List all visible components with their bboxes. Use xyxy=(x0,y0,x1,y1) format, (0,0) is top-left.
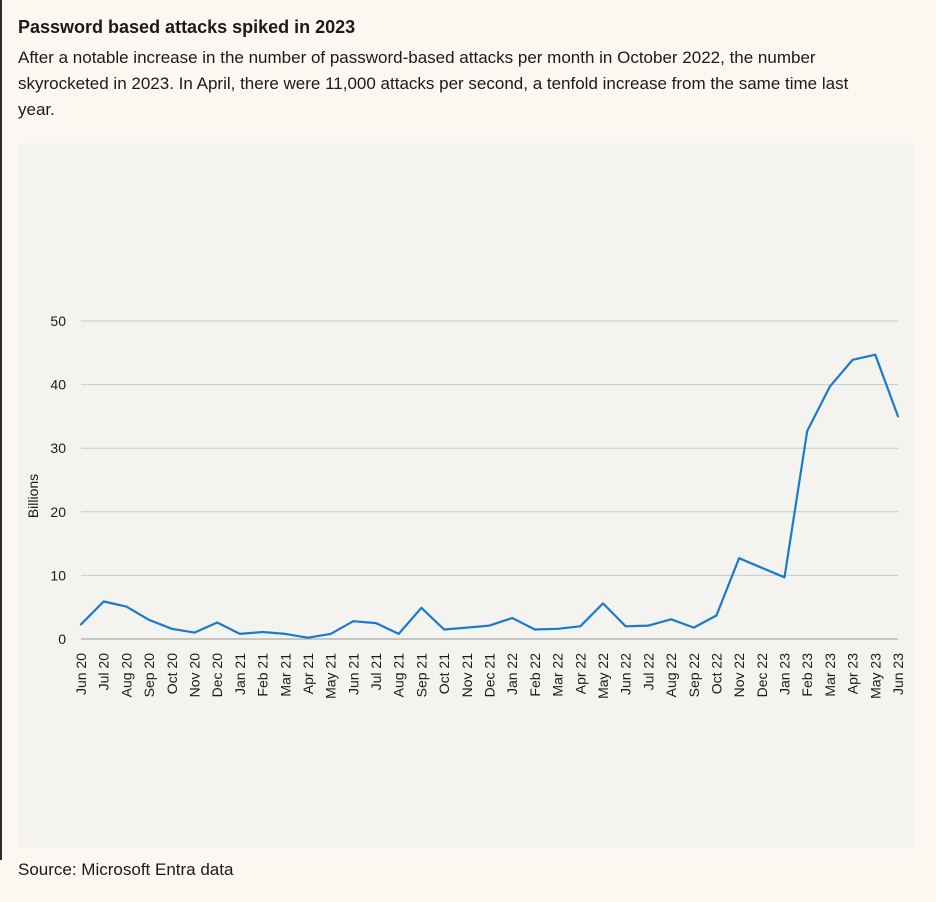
line-chart: 0 10 20 30 40 50 Jun 20 Jul 20 Aug 20 Sep 20 Oct … xyxy=(25,313,906,699)
x-tick-label: Oct 21 xyxy=(436,653,452,694)
y-tick-label: 40 xyxy=(50,377,66,393)
x-tick-label: Mar 22 xyxy=(550,653,566,697)
x-tick-label: Jul 22 xyxy=(640,653,656,691)
x-tick-label: Feb 22 xyxy=(527,653,543,697)
x-axis-ticks: Jun 20 Jul 20 Aug 20 Sep 20 Oct 20 Nov 20 Dec … xyxy=(73,653,906,699)
x-tick-label: Jun 23 xyxy=(890,653,906,695)
x-tick-label: Oct 20 xyxy=(164,653,180,694)
x-tick-label: Jul 20 xyxy=(96,653,112,691)
x-tick-label: Sep 21 xyxy=(413,653,429,698)
y-tick-label: 50 xyxy=(50,313,66,329)
x-tick-label: Jan 23 xyxy=(777,653,793,695)
x-tick-label: Feb 23 xyxy=(799,653,815,697)
x-tick-label: Nov 21 xyxy=(459,653,475,698)
series-line xyxy=(79,353,900,639)
x-tick-label: Nov 22 xyxy=(731,653,747,698)
x-tick-label: Mar 21 xyxy=(277,653,293,697)
x-tick-label: Apr 21 xyxy=(300,653,316,694)
x-tick-label: Aug 21 xyxy=(391,653,407,698)
gridlines xyxy=(81,320,898,640)
source-note: Source: Microsoft Entra data xyxy=(18,860,234,879)
chart-subtitle: After a notable increase in the number o… xyxy=(18,48,849,119)
x-tick-label: Oct 22 xyxy=(708,653,724,694)
x-tick-label: May 22 xyxy=(595,653,611,699)
x-tick-label: May 23 xyxy=(867,653,883,699)
series-layer xyxy=(79,353,900,639)
x-tick-label: Apr 23 xyxy=(845,653,861,694)
x-tick-label: Dec 22 xyxy=(754,653,770,698)
y-tick-label: 30 xyxy=(50,440,66,456)
x-tick-label: May 21 xyxy=(323,653,339,699)
x-tick-label: Aug 22 xyxy=(663,653,679,698)
x-tick-label: Jun 20 xyxy=(73,653,89,695)
left-border-rule xyxy=(0,0,2,860)
x-tick-label: Sep 20 xyxy=(141,653,157,698)
y-axis-title: Billions xyxy=(25,474,41,518)
x-tick-label: Mar 23 xyxy=(822,653,838,697)
x-tick-label: Feb 21 xyxy=(255,653,271,697)
x-tick-label: Dec 20 xyxy=(209,653,225,698)
y-tick-label: 20 xyxy=(50,504,66,520)
x-tick-label: Aug 20 xyxy=(118,653,134,698)
y-axis-ticks: 0 10 20 30 40 50 xyxy=(50,313,66,647)
y-tick-label: 10 xyxy=(50,567,66,583)
x-tick-label: Jan 22 xyxy=(504,653,520,695)
x-tick-label: Nov 20 xyxy=(186,653,202,698)
chart-panel: 0 10 20 30 40 50 Jun 20 Jul 20 Aug 20 Sep 20 Oct … xyxy=(18,143,914,847)
y-tick-label: 0 xyxy=(58,631,66,647)
x-tick-label: Jun 22 xyxy=(618,653,634,695)
x-tick-label: Jul 21 xyxy=(368,653,384,691)
x-tick-label: Apr 22 xyxy=(572,653,588,694)
x-tick-label: Sep 22 xyxy=(686,653,702,698)
chart-title: Password based attacks spiked in 2023 xyxy=(18,17,356,37)
x-tick-label: Jun 21 xyxy=(345,653,361,695)
x-tick-label: Jan 21 xyxy=(232,653,248,695)
x-tick-label: Dec 21 xyxy=(482,653,498,698)
